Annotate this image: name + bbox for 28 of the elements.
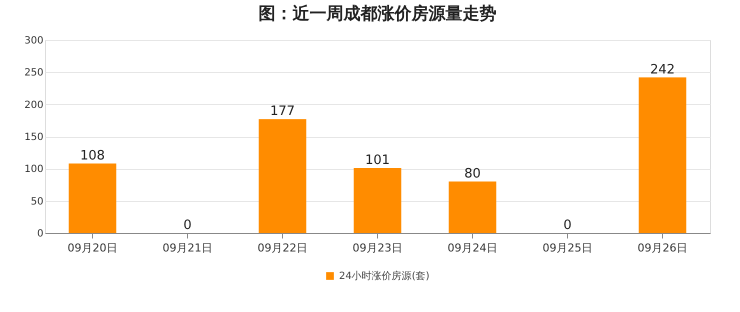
y-tick-label: 200 [24,100,44,111]
x-tick-label: 09月20日 [68,242,118,254]
y-tick-label: 0 [37,228,44,240]
chart-title: 图：近一周成都涨价房源量走势 [258,4,496,24]
x-tick-label: 09月26日 [638,242,688,254]
data-label: 101 [365,153,390,168]
data-label: 242 [650,62,675,78]
legend-label: 24小时涨价房源(套) [339,270,430,282]
data-label: 0 [563,218,572,233]
x-tick-label: 09月21日 [162,242,212,254]
y-tick-label: 300 [24,36,44,46]
y-tick-label: 250 [24,68,44,79]
data-label: 0 [183,218,192,233]
data-label: 108 [80,148,105,164]
bar [68,164,116,233]
x-tick-label: 09月25日 [542,242,592,254]
bar [258,119,306,233]
y-tick-label: 50 [30,196,44,208]
bar [638,77,686,233]
x-tick-label: 09月23日 [352,242,402,254]
y-tick-label: 100 [24,164,44,176]
x-tick-label: 09月22日 [258,242,308,254]
bar [448,182,496,233]
x-tick-label: 09月24日 [448,242,498,254]
data-label: 177 [270,104,295,120]
data-label: 80 [464,166,481,182]
y-tick-label: 150 [24,132,44,143]
bar [354,168,402,233]
